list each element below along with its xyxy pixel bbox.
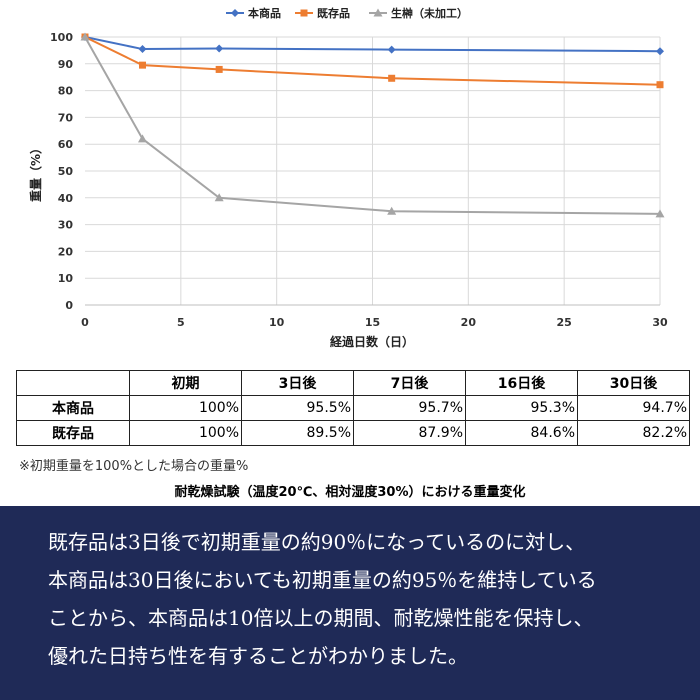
data-point-triangle xyxy=(387,206,397,215)
y-tick-label: 40 xyxy=(58,192,74,205)
chart-legend: 本商品 既存品 生榊（未加工） xyxy=(226,6,468,20)
data-point-diamond xyxy=(656,47,664,56)
table-column-header: 3日後 xyxy=(241,370,354,396)
table-cell: 95.3% xyxy=(465,395,578,421)
table-header-row: 初期 3日後 7日後 16日後 30日後 xyxy=(16,370,690,396)
data-point-triangle xyxy=(138,134,147,143)
table-cell: 94.7% xyxy=(577,395,690,421)
data-point-square xyxy=(215,65,223,73)
data-point-diamond xyxy=(138,45,147,54)
chart-gridlines xyxy=(85,36,661,305)
y-tick-label: 30 xyxy=(58,219,74,232)
table-column-header: 16日後 xyxy=(465,370,578,396)
weight-data-table: 初期 3日後 7日後 16日後 30日後 本商品 100% 95.5% 95.7% 95.3% 9… xyxy=(16,370,690,446)
banner-line: ことから、本商品は10倍以上の期間、耐乾燥性能を保持し、 xyxy=(48,606,594,630)
footnote: ※初期重量を100%とした場合の重量% xyxy=(19,459,249,474)
data-point-triangle xyxy=(373,8,383,17)
table-cell: 100% xyxy=(129,395,242,421)
data-point-diamond xyxy=(215,44,224,53)
table-cell: 100% xyxy=(129,420,242,446)
x-tick-label: 10 xyxy=(269,316,285,329)
y-axis-label: 重量（%） xyxy=(28,142,43,202)
banner-line: 優れた日持ち性を有することがわかりました。 xyxy=(48,644,468,668)
x-tick-label: 30 xyxy=(652,316,668,329)
table-row: 本商品 100% 95.5% 95.7% 95.3% 94.7% xyxy=(16,395,690,421)
table-cell: 84.6% xyxy=(465,420,578,446)
data-point-triangle xyxy=(214,193,224,202)
table-column-header: 30日後 xyxy=(577,370,690,396)
weight-change-chart: 本商品 既存品 生榊（未加工） 0 10 20 30 40 50 60 70 80 90 100 0 5 1… xyxy=(28,6,668,349)
table-column-header: 7日後 xyxy=(353,370,466,396)
legend-label: 本商品 xyxy=(248,6,281,20)
x-tick-label: 20 xyxy=(461,316,477,329)
table-cell: 82.2% xyxy=(577,420,690,446)
y-tick-label: 20 xyxy=(58,245,74,258)
banner-line: 既存品は3日後で初期重量の約90％になっているのに対し、 xyxy=(48,530,586,554)
y-tick-label: 10 xyxy=(58,272,74,285)
data-point-diamond xyxy=(231,9,239,17)
data-point-square xyxy=(300,9,308,17)
y-tick-label: 50 xyxy=(58,165,74,178)
y-tick-label: 90 xyxy=(58,58,74,71)
table-cell: 95.5% xyxy=(241,395,354,421)
table-row-header: 既存品 xyxy=(16,420,130,446)
y-tick-label: 80 xyxy=(58,85,74,98)
data-point-diamond xyxy=(387,45,396,54)
legend-label: 生榊（未加工） xyxy=(391,6,468,20)
table-corner-cell xyxy=(16,370,130,396)
series-group xyxy=(80,32,665,218)
table-cell: 95.7% xyxy=(353,395,466,421)
data-point-square xyxy=(139,61,146,69)
y-tick-label: 60 xyxy=(58,138,74,151)
y-tick-label: 100 xyxy=(50,31,73,44)
table-cell: 87.9% xyxy=(353,420,466,446)
legend-label: 既存品 xyxy=(317,6,350,20)
y-tick-label: 0 xyxy=(65,299,73,312)
table-column-header: 初期 xyxy=(129,370,242,396)
conclusion-banner: 既存品は3日後で初期重量の約90％になっているのに対し、 本商品は30日後におい… xyxy=(0,506,700,700)
banner-line: 本商品は30日後においても初期重量の約95％を維持している xyxy=(48,568,597,592)
x-tick-label: 15 xyxy=(365,316,380,329)
y-axis-ticks: 0 10 20 30 40 50 60 70 80 90 100 xyxy=(50,31,73,312)
table-cell: 89.5% xyxy=(241,420,354,446)
x-axis-label: 経過日数（日） xyxy=(330,334,414,349)
data-point-square xyxy=(656,81,664,89)
chart-series xyxy=(80,32,665,218)
y-tick-label: 70 xyxy=(58,111,74,124)
table-row-header: 本商品 xyxy=(16,395,130,421)
data-point-square xyxy=(388,74,396,82)
chart-caption: 耐乾燥試験（温度20℃、相対湿度30%）における重量変化 xyxy=(174,485,526,500)
x-axis-ticks: 0 5 10 15 20 25 30 xyxy=(81,316,668,329)
x-tick-label: 0 xyxy=(81,316,89,329)
table-row: 既存品 100% 89.5% 87.9% 84.6% 82.2% xyxy=(16,420,690,446)
x-tick-label: 25 xyxy=(557,316,572,329)
x-tick-label: 5 xyxy=(177,316,185,329)
data-point-triangle xyxy=(655,209,665,218)
data-point-triangle xyxy=(80,32,90,41)
